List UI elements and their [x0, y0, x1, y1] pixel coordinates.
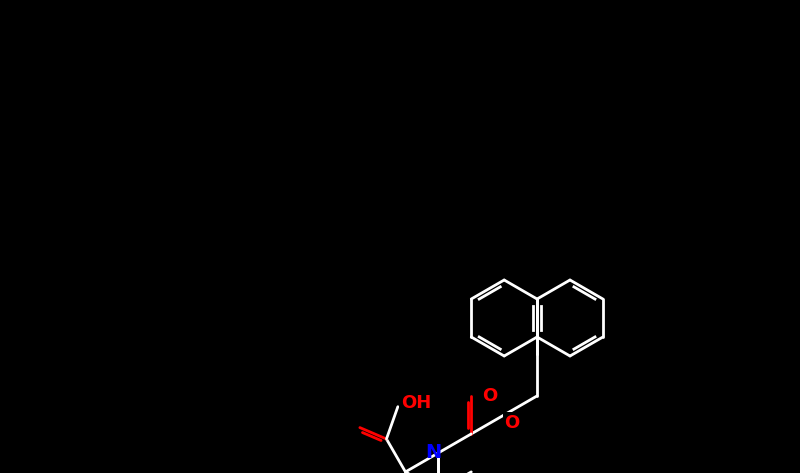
Text: OH: OH [401, 394, 431, 412]
Text: O: O [505, 414, 520, 432]
Text: O: O [482, 387, 497, 405]
Text: N: N [426, 443, 442, 463]
